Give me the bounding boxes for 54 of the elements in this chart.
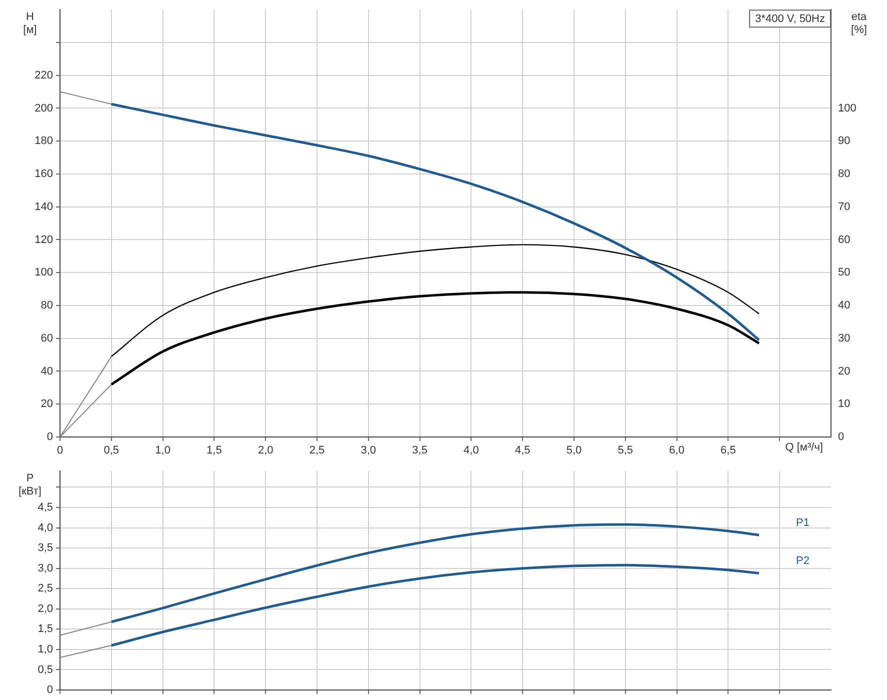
y-tick-label: 0: [46, 431, 53, 444]
y-tick-label: 60: [40, 332, 53, 344]
x-tick-label: 3,5: [412, 444, 428, 457]
y-tick-label: 2,5: [38, 582, 53, 595]
x-tick-label: 1,0: [155, 444, 170, 457]
y-tick-label: 220: [34, 69, 53, 82]
x-tick-label: 0: [56, 444, 64, 457]
y-tick-label: 1,5: [38, 623, 53, 636]
x-tick-label: 6,5: [720, 444, 736, 457]
annotation: 3*400 V, 50Hz: [755, 13, 826, 26]
y2-tick-label: 100: [838, 102, 856, 114]
y-tick-label: 3,5: [38, 542, 53, 554]
y-tick-label: 3,0: [38, 562, 53, 574]
y-tick-label: 1,0: [38, 643, 53, 656]
y-tick-label: 80: [40, 300, 53, 312]
x-tick-label: 5,0: [566, 444, 582, 457]
y2-tick-label: 60: [838, 234, 850, 246]
x-tick-label: 0,5: [104, 444, 120, 457]
y-tick-label: 120: [34, 234, 53, 246]
y-tick-label: 0: [46, 684, 53, 696]
y2-tick-label: 70: [838, 200, 850, 213]
y-tick-label: 140: [34, 200, 53, 213]
y-tick-label: 100: [34, 266, 53, 279]
x-tick-label: 6,0: [669, 444, 684, 457]
x-tick-label: 2,0: [258, 444, 274, 457]
y2-tick-label: 20: [838, 365, 850, 378]
y-tick-label: 0,5: [38, 664, 53, 676]
y-tick-label: 2,0: [38, 602, 53, 615]
x-axis-title: Q [м³/ч]: [785, 442, 823, 454]
x-tick-label: 3,0: [360, 444, 376, 457]
y-tick-label: 40: [40, 365, 53, 378]
y-tick-label: 4,0: [38, 522, 53, 534]
y-tick-label: 4,5: [38, 502, 53, 514]
y2-tick-label: 10: [838, 398, 850, 410]
y2-tick-label: 90: [838, 135, 850, 148]
x-tick-label: 4,0: [464, 444, 479, 457]
y2-tick-label: 80: [838, 168, 850, 180]
y-tick-label: 20: [40, 398, 53, 410]
text: P2: [796, 555, 810, 568]
x-tick-label: 4,5: [514, 444, 530, 457]
y-tick-label: 200: [34, 102, 53, 114]
x-tick-label: 5,5: [618, 444, 634, 457]
x-tick-label: 2,5: [309, 444, 325, 457]
y2-tick-label: 30: [838, 332, 850, 344]
y2-tick-label: 50: [838, 266, 850, 279]
x-tick-label: 1,5: [206, 444, 222, 457]
y2-axis-title: eta [%]: [851, 11, 868, 36]
y2-tick-label: 0: [838, 431, 844, 444]
y2-tick-label: 40: [838, 300, 850, 312]
y-axis-title: P [кВт]: [18, 472, 42, 498]
y-tick-label: 160: [34, 168, 53, 180]
y-tick-label: 180: [34, 135, 53, 148]
y-axis-title: H [м]: [23, 11, 37, 36]
text: P1: [796, 517, 810, 530]
